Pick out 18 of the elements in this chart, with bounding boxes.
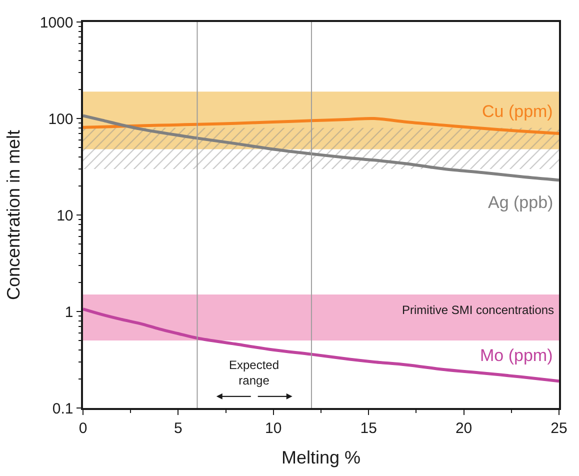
x-tick-label: 10 [265, 420, 282, 437]
x-tick-label: 20 [455, 420, 472, 437]
y-tick-label: 1000 [40, 14, 74, 32]
x-tick-label: 0 [78, 420, 88, 437]
x-tick-label: 15 [360, 420, 377, 437]
y-tick-label: 1 [64, 304, 74, 321]
y-axis-title: Concentration in melt [4, 130, 24, 300]
x-tick-label: 25 [550, 420, 568, 437]
y-tick-label: 0.1 [52, 400, 74, 418]
band-label: Primitive SMI concentrations [402, 303, 554, 317]
series-label: Ag (ppb) [488, 193, 554, 212]
series-label: Mo (ppm) [480, 346, 553, 365]
x-axis-title: Melting % [281, 447, 361, 468]
x-tick-label: 5 [174, 420, 182, 437]
annotation: Expected range [229, 358, 280, 388]
y-tick-label: 10 [56, 207, 74, 224]
y-tick-label: 100 [48, 110, 74, 128]
series-label: Cu (ppm) [482, 102, 553, 121]
